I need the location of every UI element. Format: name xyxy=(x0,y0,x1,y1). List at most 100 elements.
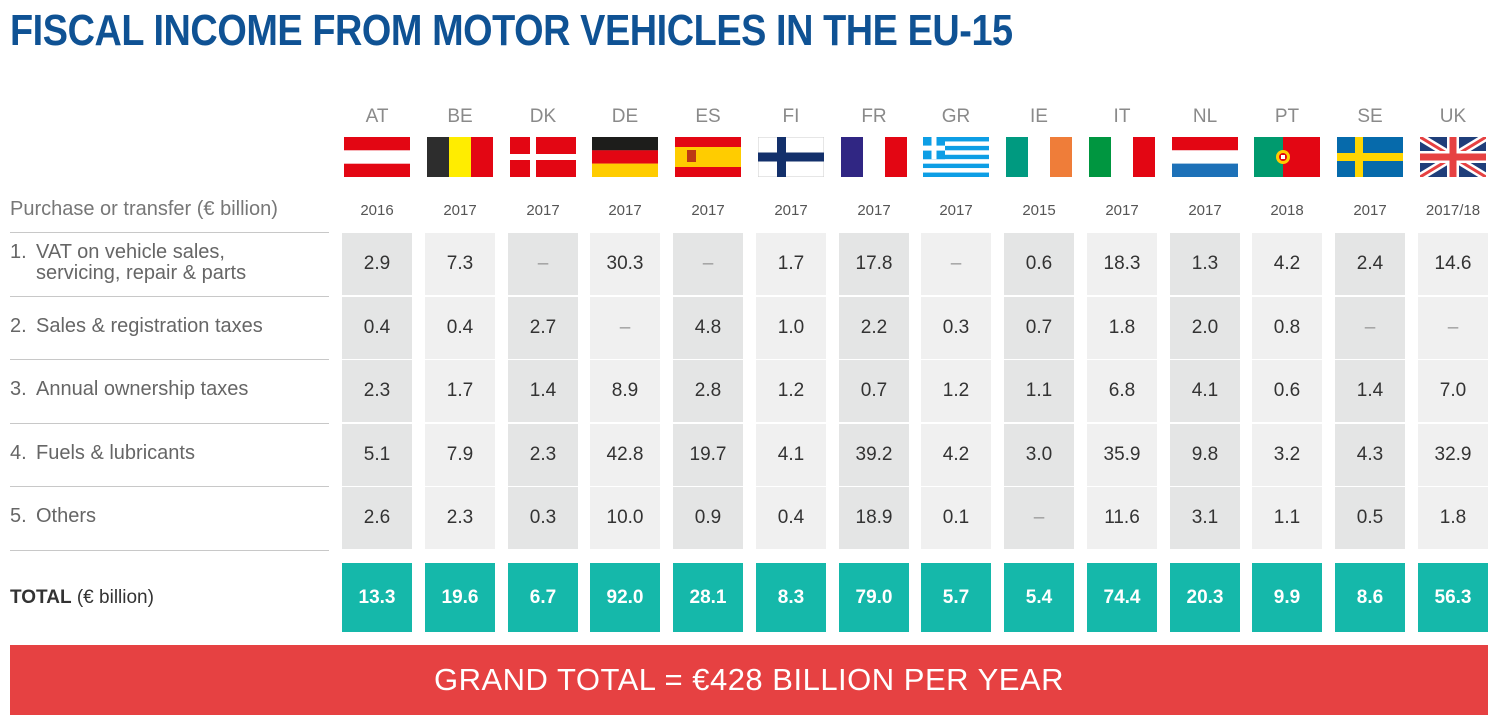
country-code: UK xyxy=(1439,106,1467,127)
data-year: 2016 xyxy=(360,202,394,219)
value-cell: – xyxy=(1004,487,1074,549)
total-cell: 74.4 xyxy=(1087,563,1157,632)
spain-flag-icon xyxy=(675,137,741,177)
value-cell: 0.6 xyxy=(1004,233,1074,295)
row-number: 4. xyxy=(10,441,27,464)
country-code: FI xyxy=(782,106,800,127)
row-separator xyxy=(10,423,329,424)
italy-flag-icon xyxy=(1089,137,1155,177)
country-code: FR xyxy=(861,106,887,127)
total-cell: 8.3 xyxy=(756,563,826,632)
total-label: TOTAL (€ billion) xyxy=(10,587,154,609)
country-code: AT xyxy=(365,106,389,127)
value-cell: 1.4 xyxy=(1335,360,1405,422)
value-cell: 42.8 xyxy=(590,424,660,486)
page-title: FISCAL INCOME FROM MOTOR VEHICLES IN THE… xyxy=(10,6,1013,55)
value-cell: 11.6 xyxy=(1087,487,1157,549)
value-cell: 30.3 xyxy=(590,233,660,295)
value-cell: 7.0 xyxy=(1418,360,1488,422)
belgium-flag-icon xyxy=(427,137,493,177)
value-cell: 2.8 xyxy=(673,360,743,422)
country-code: BE xyxy=(447,106,473,127)
data-year: 2017 xyxy=(939,202,973,219)
value-cell: 2.4 xyxy=(1335,233,1405,295)
row-separator xyxy=(10,359,329,360)
sweden-flag-icon xyxy=(1337,137,1403,177)
total-label-bold: TOTAL xyxy=(10,587,72,608)
value-cell: 9.8 xyxy=(1170,424,1240,486)
value-cell: 4.8 xyxy=(673,297,743,359)
value-cell: 0.6 xyxy=(1252,360,1322,422)
total-cell: 5.7 xyxy=(921,563,991,632)
value-cell: 1.8 xyxy=(1087,297,1157,359)
value-cell: 7.9 xyxy=(425,424,495,486)
value-cell: 35.9 xyxy=(1087,424,1157,486)
value-cell: 6.8 xyxy=(1087,360,1157,422)
value-cell: 10.0 xyxy=(590,487,660,549)
country-code: DE xyxy=(611,106,639,127)
uk-flag-icon xyxy=(1420,137,1486,177)
value-cell: 32.9 xyxy=(1418,424,1488,486)
value-cell: – xyxy=(673,233,743,295)
total-cell: 8.6 xyxy=(1335,563,1405,632)
data-year: 2017 xyxy=(443,202,477,219)
value-cell: 3.1 xyxy=(1170,487,1240,549)
value-cell: 4.2 xyxy=(1252,233,1322,295)
country-code: SE xyxy=(1357,106,1383,127)
value-cell: – xyxy=(590,297,660,359)
row-separator xyxy=(10,232,329,233)
total-cell: 28.1 xyxy=(673,563,743,632)
value-cell: 1.8 xyxy=(1418,487,1488,549)
greece-flag-icon xyxy=(923,137,989,177)
value-cell: 2.3 xyxy=(342,360,412,422)
netherlands-flag-icon xyxy=(1172,137,1238,177)
value-cell: 39.2 xyxy=(839,424,909,486)
value-cell: 18.9 xyxy=(839,487,909,549)
data-year: 2017 xyxy=(608,202,642,219)
header-label: Purchase or transfer (€ billion) xyxy=(10,198,278,220)
value-cell: – xyxy=(921,233,991,295)
denmark-flag-icon xyxy=(510,137,576,177)
value-cell: 2.0 xyxy=(1170,297,1240,359)
value-cell: 2.6 xyxy=(342,487,412,549)
total-cell: 13.3 xyxy=(342,563,412,632)
grand-total-banner: GRAND TOTAL = €428 BILLION PER YEAR xyxy=(10,645,1488,715)
row-label-text: servicing, repair & parts xyxy=(36,261,247,284)
value-cell: 7.3 xyxy=(425,233,495,295)
total-cell: 56.3 xyxy=(1418,563,1488,632)
value-cell: 0.3 xyxy=(508,487,578,549)
value-cell: 1.7 xyxy=(425,360,495,422)
value-cell: 1.2 xyxy=(756,360,826,422)
total-label-unit: (€ billion) xyxy=(71,587,154,608)
row-label-text: Others xyxy=(36,505,97,528)
row-label: 1. VAT on vehicle sales, servicing, repair… xyxy=(10,241,329,284)
row-label-text: Annual ownership taxes xyxy=(36,378,249,401)
value-cell: 2.7 xyxy=(508,297,578,359)
value-cell: 1.1 xyxy=(1252,487,1322,549)
value-cell: 4.1 xyxy=(756,424,826,486)
value-cell: 0.4 xyxy=(425,297,495,359)
row-separator xyxy=(10,486,329,487)
germany-flag-icon xyxy=(592,137,658,177)
data-year: 2017 xyxy=(1105,202,1139,219)
value-cell: 2.2 xyxy=(839,297,909,359)
data-year: 2018 xyxy=(1270,202,1304,219)
value-cell: 0.3 xyxy=(921,297,991,359)
row-label: 2. Sales & registration taxes xyxy=(10,315,329,337)
total-cell: 9.9 xyxy=(1252,563,1322,632)
value-cell: 0.9 xyxy=(673,487,743,549)
value-cell: 2.3 xyxy=(425,487,495,549)
value-cell: 0.5 xyxy=(1335,487,1405,549)
country-code: GR xyxy=(941,106,971,127)
country-code: IE xyxy=(1030,106,1048,127)
data-year: 2017 xyxy=(857,202,891,219)
row-number: 5. xyxy=(10,505,27,528)
finland-flag-icon xyxy=(758,137,824,177)
value-cell: 5.1 xyxy=(342,424,412,486)
data-year: 2017/18 xyxy=(1425,202,1481,219)
row-separator xyxy=(10,296,329,297)
value-cell: 2.9 xyxy=(342,233,412,295)
row-separator xyxy=(10,550,329,551)
row-label: 5. Others xyxy=(10,506,329,527)
data-year: 2015 xyxy=(1022,202,1056,219)
